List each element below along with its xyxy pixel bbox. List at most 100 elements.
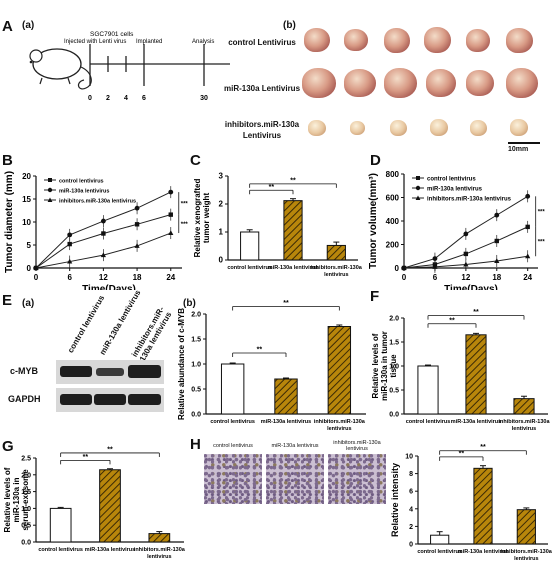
panel-label-h: H bbox=[190, 436, 201, 453]
chart-h-relative-intensity: 0 2 4 6 8 10 Relative intensity control lentivi… bbox=[390, 444, 553, 562]
data-point bbox=[432, 256, 438, 261]
y-tick-label: 1.0 bbox=[389, 364, 399, 371]
y-axis-label: Relative levels ofmiR-130a in tumortissu… bbox=[371, 331, 398, 401]
tumor-sample bbox=[302, 68, 336, 98]
wb-blot-gapdh bbox=[56, 388, 164, 412]
data-point bbox=[101, 231, 106, 236]
data-point bbox=[168, 212, 173, 217]
y-tick-label: 600 bbox=[386, 194, 400, 203]
timeline-tick-30: 30 bbox=[200, 95, 208, 102]
timeline-tick-4: 4 bbox=[124, 95, 128, 102]
tumor-sample bbox=[426, 69, 456, 97]
x-tick-label: 24 bbox=[166, 273, 175, 282]
tumor-sample bbox=[424, 27, 451, 53]
sub-label-a-b: (b) bbox=[283, 20, 296, 31]
data-point bbox=[525, 193, 531, 199]
y-tick-label: 800 bbox=[386, 170, 400, 179]
tumor-sample bbox=[506, 28, 533, 53]
data-point bbox=[100, 252, 106, 258]
wb-band bbox=[60, 394, 92, 405]
significance-label: ** bbox=[449, 317, 455, 324]
tumor-sample bbox=[510, 119, 528, 136]
category-label: miR-130a lentivirus bbox=[451, 419, 501, 425]
panel-label-a: A bbox=[2, 18, 13, 35]
data-point bbox=[67, 258, 73, 264]
x-tick-label: 0 bbox=[402, 273, 407, 282]
y-tick-label: 0 bbox=[27, 264, 32, 273]
data-point bbox=[494, 258, 500, 263]
x-axis-label: Time(Days) bbox=[444, 284, 498, 290]
wb-blot-cmyb bbox=[56, 360, 164, 384]
legend-marker bbox=[48, 178, 52, 182]
bar-1 bbox=[283, 200, 303, 261]
category-label: inhibitors.miR-130a lentivirus bbox=[498, 419, 550, 432]
tumor-sample bbox=[384, 28, 410, 53]
timeline-tick-2: 2 bbox=[106, 95, 110, 102]
y-tick-label: 6 bbox=[409, 489, 413, 496]
y-tick-label: 15 bbox=[22, 195, 31, 204]
timeline-step-analysis: Analysis bbox=[192, 39, 214, 45]
sub-label-a-a: (a) bbox=[22, 20, 35, 31]
tumor-sample bbox=[430, 119, 448, 136]
x-tick-label: 6 bbox=[433, 273, 438, 282]
chart-g-mir130a-serum: 0.0 0.5 1.0 1.5 2.0 2.5 Relative levels ofmiR-… bbox=[3, 446, 186, 560]
wb-band bbox=[94, 394, 126, 405]
bar-0 bbox=[220, 363, 245, 415]
category-label: miR-130a lentivirus bbox=[268, 265, 318, 271]
y-tick-label: 2 bbox=[219, 200, 224, 209]
significance-label: ** bbox=[257, 347, 263, 354]
timeline-cell-line: SGC7901 cells bbox=[90, 31, 134, 38]
timeline-tick-6: 6 bbox=[142, 95, 146, 102]
y-axis-label: Tumor diameter (mm) bbox=[4, 171, 15, 273]
data-point bbox=[168, 189, 174, 195]
significance-label: ** bbox=[269, 184, 275, 191]
y-tick-label: 2.0 bbox=[191, 312, 201, 319]
photo-row-label-mir130a: miR-130a Lentivirus bbox=[223, 84, 301, 93]
category-label: miR-130a lentivirus bbox=[458, 549, 508, 555]
y-tick-label: 2 bbox=[409, 524, 413, 531]
ihc-label-mir130a: miR-130a lentivirus bbox=[271, 443, 319, 449]
y-tick-label: 5 bbox=[27, 241, 32, 250]
y-axis-label: Relative levels ofmiR-130a inserum-exoso… bbox=[3, 467, 30, 532]
x-tick-label: 18 bbox=[133, 273, 142, 282]
significance-label: ** bbox=[459, 450, 465, 457]
data-point bbox=[401, 265, 407, 270]
legend-marker bbox=[415, 185, 421, 191]
panel-label-g: G bbox=[2, 438, 14, 455]
legend-marker bbox=[415, 195, 421, 200]
x-tick-label: 18 bbox=[492, 273, 501, 282]
bar-2 bbox=[513, 398, 535, 415]
y-tick-label: 8 bbox=[409, 471, 413, 478]
bar-2 bbox=[327, 326, 352, 415]
y-tick-label: 200 bbox=[386, 241, 400, 250]
y-axis-label: Relative intensity bbox=[390, 463, 400, 537]
wb-lane-control: control lentivirus bbox=[66, 293, 107, 355]
category-label: control lentivirus bbox=[227, 265, 272, 271]
significance-label: ** bbox=[290, 177, 296, 184]
chart-b-tumor-diameter: 0 5 10 15 20 0 6 12 18 24 Time(Days) Tumor diameter… bbox=[4, 171, 189, 290]
y-tick-label: 0.0 bbox=[21, 540, 31, 547]
timeline-diagram: SGC7901 cells Injected with Lenti virus … bbox=[29, 31, 230, 102]
legend-marker bbox=[47, 187, 53, 193]
bar-0 bbox=[240, 231, 260, 261]
x-tick-label: 24 bbox=[523, 273, 532, 282]
tumor-sample bbox=[390, 120, 407, 136]
category-label: inhibitors.miR-130a lentivirus bbox=[311, 265, 363, 278]
chart-f-mir130a-tumor: 0.0 0.5 1.0 1.5 2.0 Relative levels ofmiR-130… bbox=[371, 309, 550, 432]
y-tick-label: 0.0 bbox=[191, 412, 201, 419]
data-point bbox=[463, 231, 469, 237]
x-tick-label: 6 bbox=[67, 273, 72, 282]
y-tick-label: 1.5 bbox=[21, 489, 31, 496]
y-tick-label: 1.5 bbox=[389, 340, 399, 347]
tumor-photo-row-inhibitor bbox=[300, 112, 550, 146]
bar-1 bbox=[473, 467, 493, 545]
significance-label: ** bbox=[83, 454, 89, 461]
significance-label: ** bbox=[283, 300, 289, 307]
category-label: inhibitors.miR-130a lentivirus bbox=[314, 419, 366, 432]
legend-label: miR-130a lentivirus bbox=[427, 187, 483, 193]
category-label: control lentivirus bbox=[38, 547, 83, 553]
y-tick-label: 2.0 bbox=[389, 316, 399, 323]
legend-label: inhibitors.miR-130a lentivirus bbox=[427, 197, 512, 203]
legend-label: inhibitors.miR-130a lentivirus bbox=[59, 199, 136, 205]
significance-label: *** bbox=[181, 222, 189, 228]
